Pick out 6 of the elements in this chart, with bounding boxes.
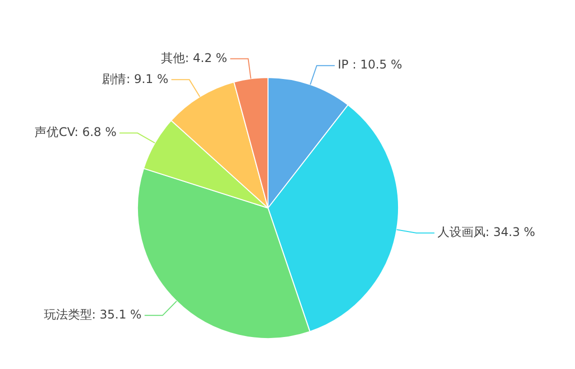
slice-label: 玩法类型: 35.1 %: [44, 308, 142, 322]
slice-label: IP : 10.5 %: [338, 58, 402, 72]
slice-label: 声优CV: 6.8 %: [34, 125, 117, 140]
slice-label: 人设画风: 34.3 %: [437, 225, 536, 240]
slice-label: 剧情: 9.1 %: [102, 72, 168, 86]
slice-label: 其他: 4.2 %: [161, 50, 228, 65]
